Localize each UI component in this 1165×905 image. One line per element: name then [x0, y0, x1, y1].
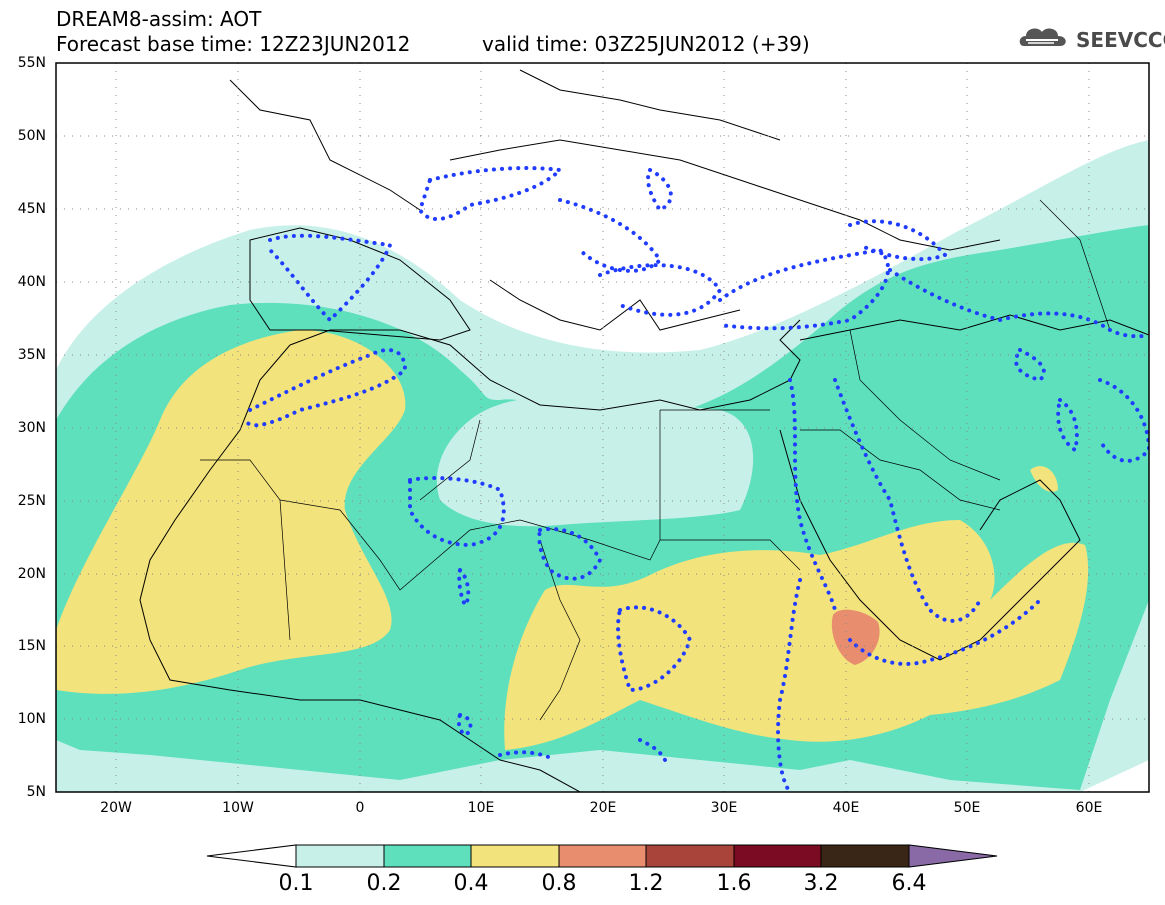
lat-label: 15N — [17, 638, 46, 654]
lon-label: 60E — [1075, 800, 1103, 816]
aot-field-0.1-pocket — [436, 396, 754, 527]
assimilation-contours — [243, 166, 1149, 792]
lon-label: 20W — [100, 800, 132, 816]
aot-field-0.4-gulf — [1030, 466, 1058, 492]
seevccc-logo: SEEVCCC — [1018, 26, 1165, 56]
lon-label: 30E — [710, 800, 738, 816]
map-frame — [55, 62, 1150, 793]
logo-text: SEEVCCC — [1076, 28, 1165, 52]
colorbar-bin-3 — [470, 844, 560, 868]
colorbar-label: 0.8 — [541, 871, 577, 896]
aot-field-0.4-east — [504, 520, 1089, 750]
lon-label: 40E — [832, 800, 860, 816]
colorbar-label: 0.1 — [278, 871, 314, 896]
lon-label: 50E — [953, 800, 981, 816]
cloud-logo-icon — [1019, 28, 1066, 46]
lat-label: 40N — [17, 274, 46, 290]
map-title: DREAM8-assim: AOT — [56, 7, 262, 31]
lat-label: 30N — [17, 420, 46, 436]
colorbar-label: 1.2 — [628, 871, 664, 896]
lon-label: 10W — [222, 800, 254, 816]
colorbar-over-arrow — [908, 844, 998, 868]
lat-label: 35N — [17, 347, 46, 363]
lon-label: 0 — [355, 800, 365, 816]
colorbar-bin-7 — [820, 844, 910, 868]
map-plot-area — [56, 63, 1149, 792]
colorbar-label: 3.2 — [803, 871, 839, 896]
lat-label: 20N — [17, 566, 46, 582]
forecast-base-time: Forecast base time: 12Z23JUN2012 — [56, 32, 411, 56]
colorbar-bin-2 — [383, 844, 472, 868]
colorbar-label: 0.4 — [453, 871, 489, 896]
colorbar-label: 0.2 — [366, 871, 402, 896]
valid-time: valid time: 03Z25JUN2012 (+39) — [482, 32, 810, 56]
lat-label: 50N — [17, 128, 46, 144]
lon-label: 10E — [467, 800, 495, 816]
colorbar-bin-4 — [558, 844, 647, 868]
colorbar — [206, 844, 998, 868]
lat-label: 25N — [17, 493, 46, 509]
colorbar-label: 1.6 — [716, 871, 752, 896]
colorbar-bin-1 — [295, 844, 385, 868]
aot-field-0.8 — [831, 609, 880, 665]
lat-label: 45N — [17, 201, 46, 217]
lat-label: 5N — [26, 784, 46, 800]
colorbar-bin-6 — [733, 844, 822, 868]
country-borders — [200, 199, 1111, 721]
lat-label: 55N — [17, 55, 46, 71]
lon-label: 20E — [589, 800, 617, 816]
lat-label: 10N — [17, 711, 46, 727]
colorbar-label: 6.4 — [891, 871, 927, 896]
colorbar-under-arrow — [206, 844, 297, 868]
colorbar-bin-5 — [645, 844, 735, 868]
aot-field-0.4-west — [56, 330, 406, 694]
